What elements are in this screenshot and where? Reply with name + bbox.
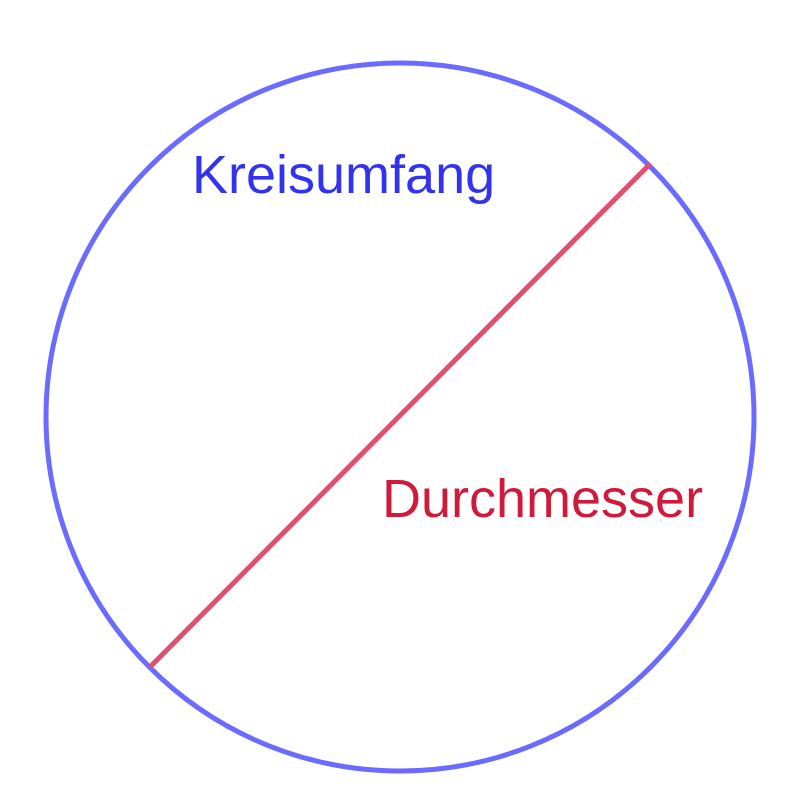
circle-circumference (43, 60, 757, 774)
circumference-label: Kreisumfang (192, 145, 495, 205)
diameter-line (148, 162, 652, 669)
diameter-label: Durchmesser (382, 469, 703, 529)
